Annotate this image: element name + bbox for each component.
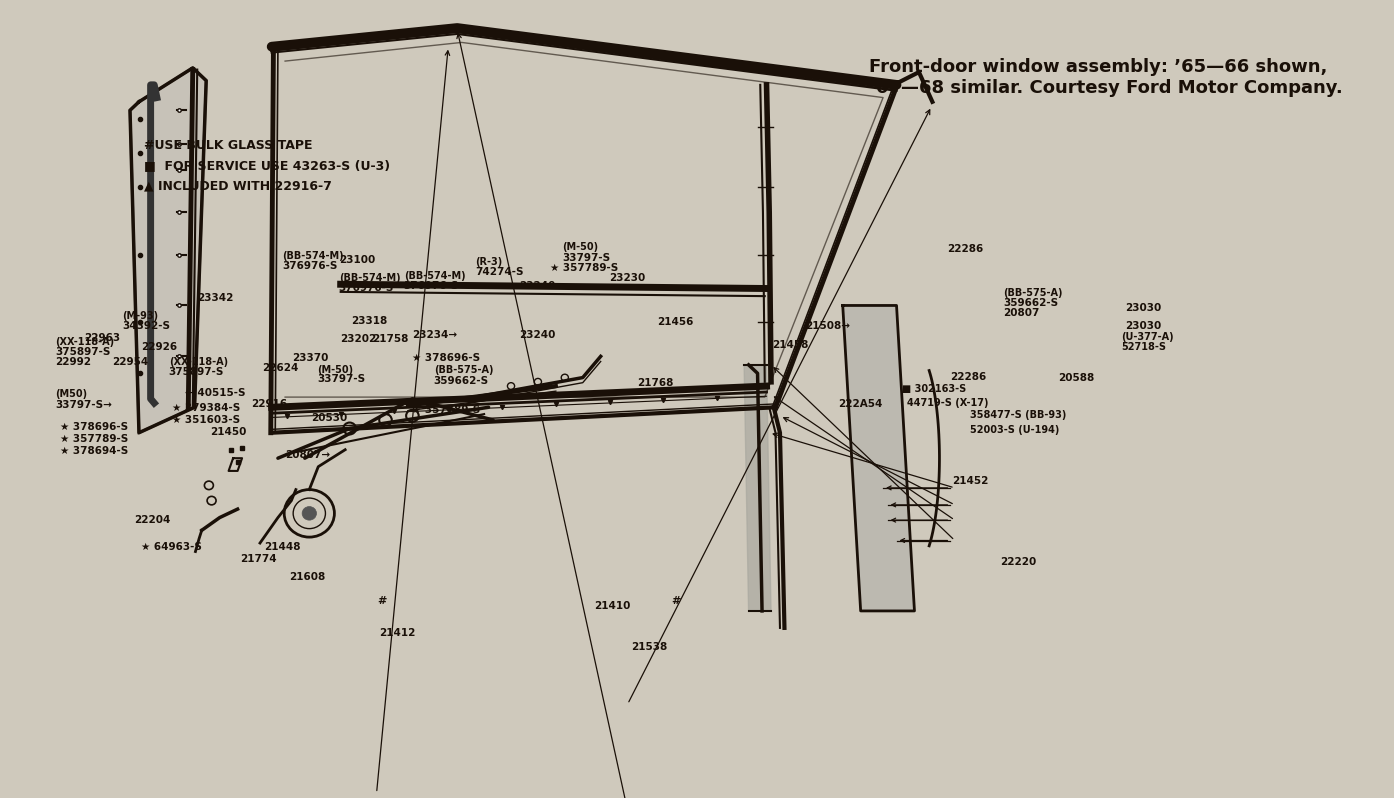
Text: 376976-S: 376976-S: [404, 281, 459, 290]
Text: ★ 64963-S: ★ 64963-S: [141, 542, 202, 552]
Text: ■  FOR SERVICE USE 43263-S (U-3): ■ FOR SERVICE USE 43263-S (U-3): [144, 160, 390, 172]
Text: 33797-S: 33797-S: [562, 253, 611, 263]
Text: 22204: 22204: [134, 515, 170, 525]
Text: (M-93): (M-93): [123, 310, 159, 321]
Text: (M-50): (M-50): [562, 242, 598, 252]
Text: 23234→: 23234→: [413, 330, 457, 340]
Text: 22963: 22963: [84, 333, 120, 343]
Text: 23342: 23342: [198, 293, 234, 303]
Text: 358477-S (BB-93): 358477-S (BB-93): [970, 410, 1066, 420]
Text: 22916: 22916: [251, 399, 287, 409]
Text: 222A54: 222A54: [839, 399, 882, 409]
Text: 21458: 21458: [772, 340, 809, 350]
Text: 23100: 23100: [339, 255, 375, 265]
Text: 359662-S: 359662-S: [1004, 298, 1058, 308]
Text: 22926: 22926: [141, 342, 177, 353]
Text: ★ 378694-S: ★ 378694-S: [60, 446, 128, 456]
Text: ★ 378696-S: ★ 378696-S: [413, 353, 481, 362]
Text: 52718-S: 52718-S: [1121, 342, 1165, 352]
Text: 52003-S (U-194): 52003-S (U-194): [970, 425, 1059, 435]
Text: 22286: 22286: [949, 372, 986, 382]
Text: 21456: 21456: [658, 318, 694, 327]
Text: 23240: 23240: [519, 281, 555, 290]
Text: 22954: 22954: [113, 358, 149, 367]
Text: 44719-S (X-17): 44719-S (X-17): [907, 398, 988, 408]
Text: 21410: 21410: [594, 601, 630, 611]
Text: 20530: 20530: [311, 413, 347, 424]
Text: 21758: 21758: [372, 334, 408, 344]
Text: #: #: [671, 596, 680, 606]
Text: 23202: 23202: [340, 334, 376, 344]
Text: 21450: 21450: [210, 427, 247, 437]
Text: 21452: 21452: [952, 476, 988, 486]
Text: Front-door window assembly: ’65—66 shown,
’67—68 similar. Courtesy Ford Motor Co: Front-door window assembly: ’65—66 shown…: [868, 58, 1342, 97]
Circle shape: [302, 507, 316, 520]
Text: 74274-S: 74274-S: [475, 267, 523, 277]
Text: ★ 379384-S: ★ 379384-S: [173, 403, 241, 413]
Text: (XX-118-A): (XX-118-A): [54, 337, 114, 347]
Text: ← 40515-S: ← 40515-S: [185, 388, 245, 397]
Text: 375897-S: 375897-S: [54, 347, 110, 357]
Text: 21508→: 21508→: [804, 321, 850, 330]
Text: 23318: 23318: [351, 316, 388, 326]
Text: ▲ INCLUDED WITH 22916-7: ▲ INCLUDED WITH 22916-7: [144, 180, 332, 193]
Text: #USE BULK GLASS TAPE: #USE BULK GLASS TAPE: [144, 139, 312, 152]
Text: 22624: 22624: [262, 362, 298, 373]
Text: 21774: 21774: [240, 555, 276, 564]
Text: 376976-S: 376976-S: [339, 282, 395, 293]
Text: 23240: 23240: [519, 330, 555, 340]
Polygon shape: [130, 68, 206, 433]
Text: 23230: 23230: [609, 273, 645, 282]
Text: ★ 351603-S: ★ 351603-S: [173, 415, 241, 425]
Text: ★ 378696-S: ★ 378696-S: [60, 421, 128, 432]
Text: (BB-574-M): (BB-574-M): [339, 273, 400, 282]
Text: 34392-S: 34392-S: [123, 322, 170, 331]
Text: 20807→: 20807→: [284, 450, 330, 460]
Text: 376976-S: 376976-S: [283, 261, 337, 271]
Text: 22992: 22992: [54, 358, 91, 367]
Text: 23030: 23030: [1125, 321, 1161, 330]
Text: (U-377-A): (U-377-A): [1121, 331, 1174, 342]
Text: ■ 302163-S: ■ 302163-S: [902, 385, 966, 394]
Text: 23370: 23370: [293, 353, 329, 362]
Text: (XX-118-A): (XX-118-A): [169, 358, 227, 367]
Text: ★ 357789-S: ★ 357789-S: [60, 434, 128, 444]
Text: 22286: 22286: [948, 244, 984, 255]
Text: 21608: 21608: [289, 572, 325, 582]
Text: 20807: 20807: [1004, 308, 1040, 318]
Text: 23030: 23030: [1125, 303, 1161, 313]
Text: 22220: 22220: [999, 557, 1036, 567]
Text: (M50): (M50): [54, 389, 86, 399]
Text: (BB-574-M): (BB-574-M): [283, 251, 344, 261]
Text: ★ 357789-S: ★ 357789-S: [549, 263, 618, 273]
Text: 21412: 21412: [379, 628, 415, 638]
Text: 359662-S: 359662-S: [434, 376, 489, 385]
Text: (BB-574-M): (BB-574-M): [404, 271, 466, 281]
Polygon shape: [744, 365, 771, 611]
Text: 375897-S: 375897-S: [169, 367, 224, 377]
Text: 33797-S→: 33797-S→: [54, 400, 112, 410]
Text: 21448: 21448: [263, 542, 300, 552]
Text: ★ 357789-S: ★ 357789-S: [413, 405, 481, 415]
Text: 20588: 20588: [1058, 373, 1094, 383]
Text: (M-50): (M-50): [318, 365, 354, 375]
Text: 33797-S: 33797-S: [318, 374, 365, 384]
Text: 21538: 21538: [631, 642, 668, 652]
Text: (R-3): (R-3): [475, 257, 502, 267]
Text: #: #: [378, 596, 386, 606]
Text: 21768: 21768: [637, 378, 673, 389]
Text: (BB-575-A): (BB-575-A): [1004, 287, 1064, 298]
Text: (BB-575-A): (BB-575-A): [434, 365, 493, 375]
Polygon shape: [843, 306, 914, 611]
